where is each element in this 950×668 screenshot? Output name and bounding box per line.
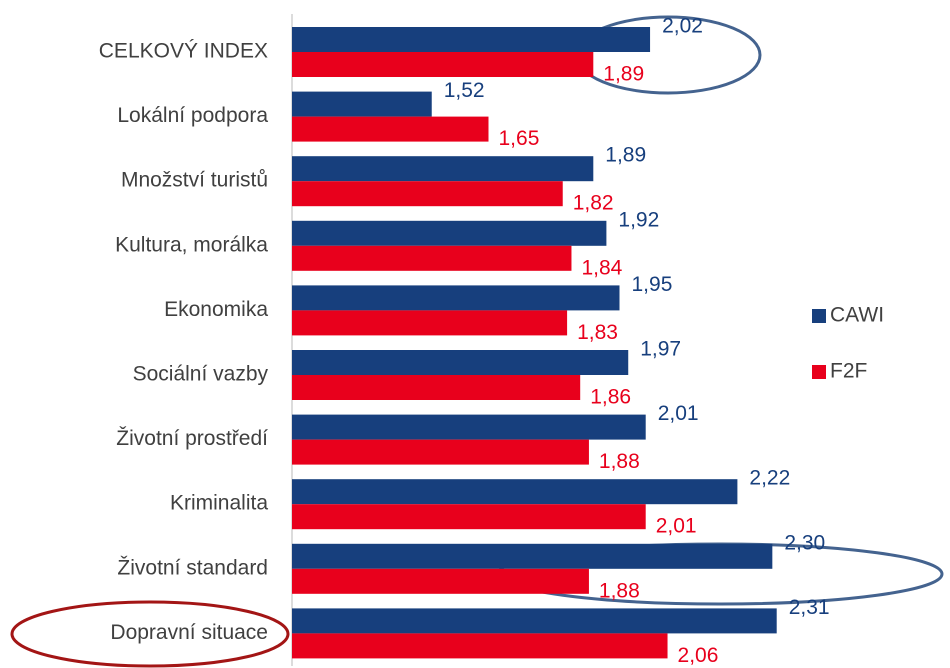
y-tick-label: Kriminalita: [170, 492, 268, 515]
y-tick-label: Životní standard: [117, 556, 268, 579]
data-label: 1,88: [599, 450, 640, 473]
data-label: 1,89: [605, 144, 646, 167]
y-tick-label: Kultura, morálka: [115, 233, 268, 256]
bar: [292, 608, 777, 634]
data-label: 1,88: [599, 579, 640, 602]
data-label: 1,86: [590, 386, 631, 409]
bar: [292, 91, 432, 117]
y-tick-label: Ekonomika: [164, 298, 268, 321]
data-label: 2,31: [789, 596, 830, 619]
bar: [292, 52, 594, 77]
data-label: 1,97: [640, 338, 681, 361]
legend-swatch: [812, 365, 826, 379]
bar: [292, 156, 594, 182]
data-label: 1,84: [581, 256, 622, 279]
y-tick-label: Životní prostředí: [116, 427, 268, 450]
data-label: 1,92: [618, 208, 659, 231]
bar: [292, 285, 620, 311]
bar: [292, 181, 563, 207]
bar: [292, 116, 489, 142]
bar: [292, 27, 651, 52]
bar: [292, 439, 589, 465]
legend-label: CAWI: [830, 304, 884, 327]
bar: [292, 414, 646, 440]
data-label: 2,01: [656, 515, 697, 538]
legend-swatch: [812, 309, 826, 323]
highlight-ellipse: [10, 600, 290, 668]
data-label: 1,83: [577, 321, 618, 344]
bar: [292, 504, 646, 530]
data-label: 1,82: [573, 192, 614, 215]
y-tick-label: CELKOVÝ INDEX: [99, 40, 268, 63]
data-label: 2,06: [678, 644, 719, 667]
bar: [292, 310, 568, 336]
data-label: 1,52: [444, 79, 485, 102]
bar: [292, 220, 607, 246]
data-label: 2,01: [658, 402, 699, 425]
y-tick-label: Množství turistů: [121, 169, 268, 192]
data-label: 1,89: [603, 63, 644, 86]
y-tick-label: Sociální vazby: [133, 363, 269, 386]
bar: [292, 375, 581, 400]
bar: [292, 633, 668, 659]
data-label: 2,02: [662, 15, 703, 38]
data-label: 2,22: [749, 467, 790, 490]
data-label: 2,30: [784, 531, 825, 554]
bar: [292, 543, 773, 569]
bar: [292, 479, 738, 505]
bar: [292, 568, 589, 594]
bar: [292, 245, 572, 271]
y-tick-label: Dopravní situace: [110, 621, 268, 644]
data-label: 1,95: [632, 273, 673, 296]
y-tick-label: Lokální podpora: [117, 104, 268, 127]
legend-label: F2F: [830, 360, 867, 383]
bar: [292, 350, 629, 375]
data-label: 1,65: [499, 127, 540, 150]
